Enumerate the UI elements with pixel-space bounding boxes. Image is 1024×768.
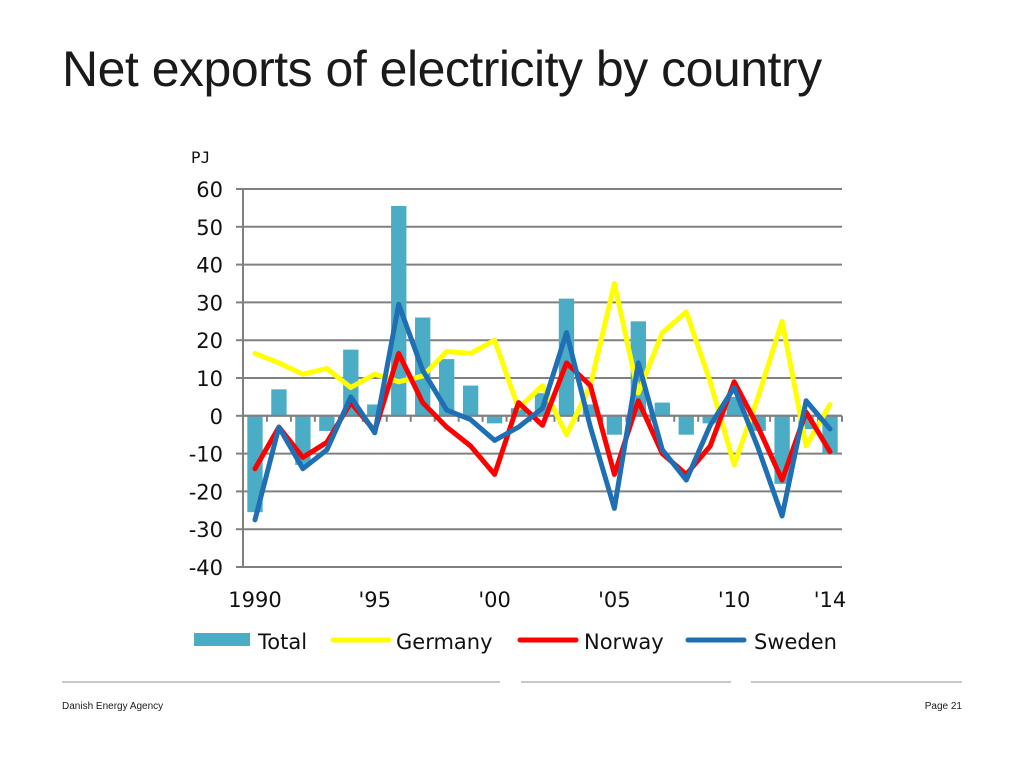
bar-total (462, 385, 479, 416)
bar-total (510, 408, 527, 416)
x-tick-label: '14 (814, 588, 847, 612)
bar-total (654, 402, 670, 416)
legend-swatch-total (194, 633, 250, 646)
legend-label-sweden: Sweden (754, 630, 837, 654)
bar-total (582, 404, 599, 416)
x-tick-label: '05 (598, 588, 631, 612)
legend-label-germany: Germany (396, 630, 493, 654)
x-tick-label: '95 (359, 588, 392, 612)
footer-page-number: Page 21 (924, 701, 962, 712)
y-tick-label: -30 (189, 518, 223, 542)
series-line-germany (252, 281, 833, 468)
bar-total (271, 389, 287, 416)
x-tick-label: 1990 (228, 588, 281, 612)
y-tick-label: 40 (196, 254, 223, 278)
y-tick-label: 0 (210, 405, 223, 429)
bar-total (367, 404, 383, 416)
series-line-sweden (252, 301, 833, 523)
bar-total (702, 415, 718, 424)
legend-label-norway: Norway (584, 630, 664, 654)
x-tick-label: '10 (718, 588, 751, 612)
y-tick-label: -10 (189, 443, 223, 467)
y-tick-label: 10 (196, 367, 223, 391)
y-tick-label: -20 (189, 480, 223, 504)
slide-title: Net exports of electricity by country (62, 41, 822, 97)
bar-total (486, 415, 503, 424)
bar-total (319, 415, 335, 431)
y-tick-label: 50 (196, 216, 223, 240)
footer-divider-1 (62, 681, 500, 683)
y-tick-label: 20 (196, 329, 223, 353)
bar-total (678, 415, 694, 435)
y-tick-label: -40 (189, 556, 223, 580)
footer-divider-3 (751, 681, 962, 683)
x-tick-label: '00 (478, 588, 511, 612)
footer-divider-2 (521, 681, 731, 683)
y-tick-label: 30 (196, 291, 223, 315)
y-axis-unit-label: PJ (191, 148, 210, 167)
footer-org: Danish Energy Agency (62, 701, 164, 712)
bar-total (558, 298, 575, 416)
y-tick-label: 60 (196, 178, 223, 202)
legend-label-total: Total (257, 630, 307, 654)
bar-total (606, 415, 623, 435)
